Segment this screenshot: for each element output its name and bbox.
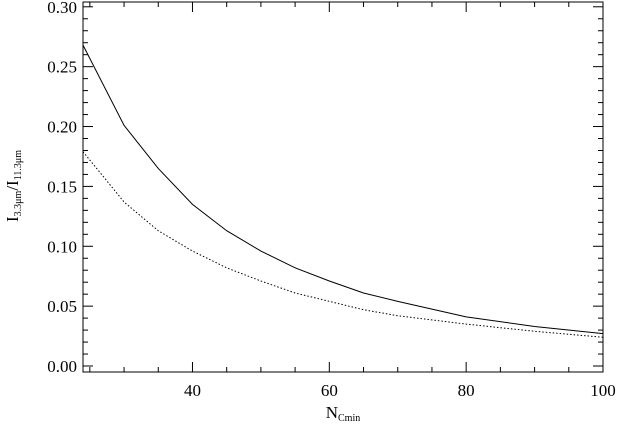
y-tick-label: 0.25 [47, 58, 77, 77]
y-tick-label: 0.30 [47, 0, 77, 17]
x-tick-label: 40 [184, 381, 201, 400]
x-axis-label: NCmin [326, 403, 361, 424]
y-label-main: I [3, 216, 22, 222]
y-tick-label: 0.20 [47, 118, 77, 137]
x-tick-label: 80 [458, 381, 475, 400]
y-label-sub: 11.3μm [13, 150, 24, 180]
x-label-sub: Cmin [338, 413, 360, 424]
data-line [82, 151, 604, 338]
y-tick-label: 0.15 [47, 177, 77, 196]
y-tick-label: 0.10 [47, 237, 77, 256]
y-label-main: /I [3, 180, 22, 191]
y-label-sub: 3.3μm [13, 190, 24, 216]
x-label-main: N [326, 403, 338, 422]
x-tick-label: 100 [590, 381, 616, 400]
x-tick-label: 60 [321, 381, 338, 400]
plot-frame [82, 1, 604, 373]
y-tick-label: 0.05 [47, 297, 77, 316]
data-line [82, 44, 604, 335]
y-tick-label: 0.00 [47, 357, 77, 376]
y-axis-label: I3.3μm/I11.3μm [3, 150, 24, 222]
